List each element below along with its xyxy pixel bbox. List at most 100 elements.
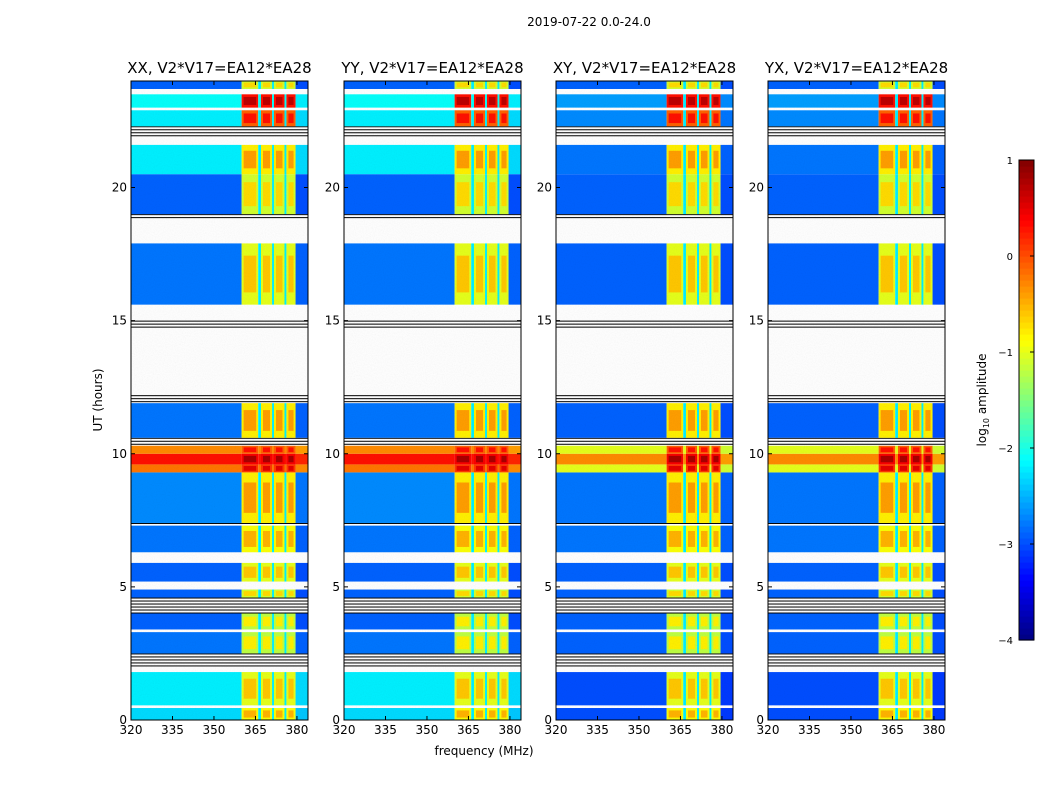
colorbar: 1 0 −1 −2 −3 −4 <box>998 156 1035 647</box>
colorbar-segment <box>1019 358 1034 365</box>
y-tick-label: 5 <box>119 580 127 594</box>
colorbar-segment <box>1019 166 1034 173</box>
colorbar-segment <box>1019 616 1034 623</box>
colorbar-segment <box>1019 544 1034 551</box>
colorbar-segment <box>1019 268 1034 275</box>
colorbar-segment <box>1019 454 1034 461</box>
colorbar-segment <box>1019 346 1034 353</box>
y-tick-label: 0 <box>332 713 340 727</box>
y-tick-label: 10 <box>749 447 764 461</box>
colorbar-segment <box>1019 556 1034 563</box>
colorbar-segment <box>1019 430 1034 437</box>
colorbar-segment <box>1019 172 1034 179</box>
panel-title: YX, V2*V17=EA12*EA28 <box>764 59 948 77</box>
colorbar-segment <box>1019 598 1034 605</box>
colorbar-segment <box>1019 316 1034 323</box>
colorbar-segment <box>1019 550 1034 557</box>
y-tick-label: 10 <box>112 447 127 461</box>
panel-title: YY, V2*V17=EA12*EA28 <box>340 59 523 77</box>
x-tick-label: 365 <box>244 723 267 737</box>
colorbar-segment <box>1019 418 1034 425</box>
colorbar-segment <box>1019 424 1034 431</box>
y-tick-label: 10 <box>325 447 340 461</box>
y-tick-label: 15 <box>749 314 764 328</box>
colorbar-segment <box>1019 376 1034 383</box>
y-tick-label: 20 <box>325 181 340 195</box>
noise-overlay <box>131 81 308 720</box>
noise-overlay <box>556 81 733 720</box>
colorbar-segment <box>1019 526 1034 533</box>
y-tick-label: 20 <box>537 181 552 195</box>
x-tick-label: 350 <box>203 723 226 737</box>
colorbar-segment <box>1019 448 1034 455</box>
y-tick-label: 5 <box>332 580 340 594</box>
colorbar-segment <box>1019 328 1034 335</box>
noise-overlay <box>768 81 945 720</box>
colorbar-segment <box>1019 592 1034 599</box>
x-tick-label: 335 <box>161 723 184 737</box>
colorbar-frame <box>1018 159 1035 641</box>
y-tick-label: 0 <box>756 713 764 727</box>
colorbar-segment <box>1019 628 1034 635</box>
colorbar-segment <box>1019 226 1034 233</box>
colorbar-segment <box>1019 442 1034 449</box>
colorbar-segment <box>1019 460 1034 467</box>
colorbar-segment <box>1019 262 1034 269</box>
colorbar-segment <box>1019 562 1034 569</box>
colorbar-segment <box>1019 310 1034 317</box>
colorbar-segment <box>1019 478 1034 485</box>
colorbar-segment <box>1019 466 1034 473</box>
colorbar-segment <box>1019 508 1034 515</box>
colorbar-segment <box>1019 178 1034 185</box>
y-tick-label: 20 <box>749 181 764 195</box>
colorbar-segment <box>1019 370 1034 377</box>
x-tick-label: 350 <box>840 723 863 737</box>
colorbar-tick-label: −2 <box>998 444 1013 455</box>
colorbar-segment <box>1019 184 1034 191</box>
y-tick-label: 20 <box>112 181 127 195</box>
colorbar-segment <box>1019 208 1034 215</box>
colorbar-tick-label: 1 <box>1007 156 1013 167</box>
colorbar-segment <box>1019 580 1034 587</box>
panels: XX, V2*V17=EA12*EA28 320 335 350 365 380 0 5 10 1… <box>112 59 948 737</box>
colorbar-segment <box>1019 160 1034 167</box>
colorbar-segment <box>1019 586 1034 593</box>
colorbar-segment <box>1019 382 1034 389</box>
y-tick-label: 5 <box>544 580 552 594</box>
colorbar-segment <box>1019 514 1034 521</box>
colorbar-segment <box>1019 232 1034 239</box>
colorbar-segment <box>1019 304 1034 311</box>
colorbar-segment <box>1019 334 1034 341</box>
colorbar-tick-label: 0 <box>1007 252 1013 263</box>
panel-xx: XX, V2*V17=EA12*EA28 320 335 350 365 380 0 5 10 1… <box>112 59 312 737</box>
x-tick-label: 365 <box>881 723 904 737</box>
x-tick-label: 365 <box>669 723 692 737</box>
x-tick-label: 335 <box>586 723 609 737</box>
colorbar-segment <box>1019 190 1034 197</box>
colorbar-segment <box>1019 388 1034 395</box>
colorbar-segment <box>1019 256 1034 263</box>
y-axis-label: UT (hours) <box>91 368 105 431</box>
x-tick-label: 380 <box>285 723 308 737</box>
colorbar-segment <box>1019 286 1034 293</box>
colorbar-segment <box>1019 274 1034 281</box>
x-tick-label: 335 <box>374 723 397 737</box>
colorbar-segment <box>1019 340 1034 347</box>
x-tick-label: 320 <box>333 723 356 737</box>
plot-frame <box>555 80 734 721</box>
colorbar-segment <box>1019 220 1034 227</box>
x-tick-label: 350 <box>628 723 651 737</box>
colorbar-segment <box>1019 412 1034 419</box>
x-tick-label: 335 <box>798 723 821 737</box>
colorbar-segment <box>1019 202 1034 209</box>
colorbar-segment <box>1019 364 1034 371</box>
colorbar-segment <box>1019 604 1034 611</box>
colorbar-segment <box>1019 622 1034 629</box>
y-tick-label: 15 <box>537 314 552 328</box>
colorbar-segment <box>1019 484 1034 491</box>
panel-yx: YX, V2*V17=EA12*EA28 320 335 350 365 380 0 5 10 1… <box>749 59 948 737</box>
colorbar-segment <box>1019 472 1034 479</box>
colorbar-segment <box>1019 280 1034 287</box>
y-tick-label: 15 <box>325 314 340 328</box>
